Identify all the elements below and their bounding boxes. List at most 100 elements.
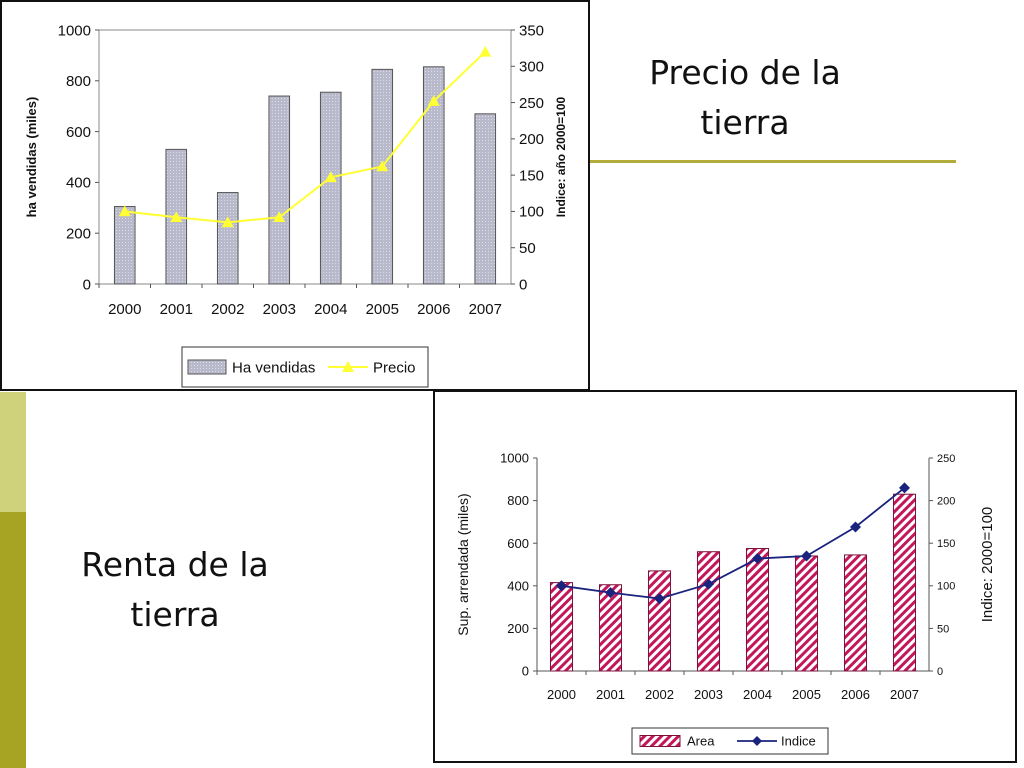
legend-marker xyxy=(342,361,354,372)
y2-tick-label: 350 xyxy=(519,22,544,39)
chart-precio-frame: 0 200 400 600 800 1000 0 50 100 150 200 250 300 350 20… xyxy=(0,0,590,391)
y2-axis-title: Indice: año 2000=100 xyxy=(554,96,568,217)
y-tick-label: 600 xyxy=(66,124,91,141)
x-tick-label: 2006 xyxy=(841,687,870,702)
bar xyxy=(268,95,291,285)
bar xyxy=(113,206,136,285)
line-marker xyxy=(221,216,234,228)
line-marker xyxy=(752,553,763,565)
x-tick-label: 2001 xyxy=(596,687,625,702)
series-line xyxy=(561,487,906,600)
line-marker xyxy=(801,550,812,562)
bar xyxy=(696,551,721,672)
chart-renta-frame: 0 200 400 600 800 1000 0 50 100 150 200 250 2000 2001… xyxy=(433,390,1017,763)
chart-renta-svg: 0 200 400 600 800 1000 0 50 100 150 200 250 2000 2001… xyxy=(455,451,996,755)
y-tick-label: 200 xyxy=(66,225,91,242)
y2-tick-label: 300 xyxy=(519,59,544,76)
line-marker xyxy=(850,521,861,533)
y2-tick-label: 250 xyxy=(937,453,955,465)
y2-tick-label: 250 xyxy=(519,95,544,112)
x-tick-label: 2003 xyxy=(694,687,723,702)
title-renta-de-la-tierra: Renta de la tierra xyxy=(40,540,310,640)
bar xyxy=(794,555,819,672)
line-marker xyxy=(376,160,389,172)
line-marker xyxy=(427,95,440,106)
plot-area xyxy=(98,29,512,285)
x-tick-label: 2002 xyxy=(645,687,674,702)
legend-swatch-bars xyxy=(639,735,681,747)
x-tick-label: 2003 xyxy=(263,301,296,318)
legend-label-line: Indice xyxy=(781,734,816,749)
decor-bar-light xyxy=(0,392,26,512)
bar xyxy=(647,570,672,672)
title-renta-line-2: tierra xyxy=(130,595,220,634)
y-tick-label: 800 xyxy=(66,73,91,90)
line-marker xyxy=(170,211,183,223)
title-renta-line-1: Renta de la xyxy=(81,545,269,584)
y-tick-label: 1000 xyxy=(58,22,91,39)
bar xyxy=(843,554,868,672)
legend-label-bars: Area xyxy=(687,734,715,749)
bar xyxy=(319,91,342,285)
decor-bar-dark xyxy=(0,512,26,768)
legend-marker xyxy=(752,736,762,746)
legend-label-bars: Ha vendidas xyxy=(232,359,315,376)
title-underline-rule xyxy=(587,160,956,163)
title-precio-line-2: tierra xyxy=(700,103,790,142)
line-marker xyxy=(273,211,286,223)
x-tick-label: 2007 xyxy=(469,301,502,318)
y2-tick-label: 0 xyxy=(937,666,943,678)
x-tick-label: 2000 xyxy=(547,687,576,702)
x-tick-label: 2005 xyxy=(366,301,399,318)
line-marker xyxy=(324,171,337,183)
bar xyxy=(549,582,574,672)
line-marker xyxy=(118,205,131,217)
y2-tick-label: 100 xyxy=(937,581,955,593)
y-tick-label: 400 xyxy=(507,578,529,593)
bar xyxy=(474,113,497,285)
x-tick-label: 2001 xyxy=(160,301,193,318)
bar xyxy=(892,493,917,672)
legend-swatch-bars xyxy=(187,359,227,375)
y-tick-label: 400 xyxy=(66,175,91,192)
y2-tick-label: 100 xyxy=(519,204,544,221)
y2-tick-label: 200 xyxy=(519,131,544,148)
y-tick-label: 1000 xyxy=(500,451,529,466)
y-axis-title: Sup. arrendada (miles) xyxy=(455,493,471,635)
x-tick-label: 2007 xyxy=(890,687,919,702)
line-marker xyxy=(556,580,567,592)
bar xyxy=(745,548,770,672)
title-precio-de-la-tierra: Precio de la tierra xyxy=(600,48,890,148)
line-marker xyxy=(654,593,665,605)
x-tick-label: 2004 xyxy=(743,687,772,702)
x-tick-label: 2004 xyxy=(314,301,347,318)
y-tick-label: 0 xyxy=(83,276,91,293)
line-marker xyxy=(605,587,616,599)
x-tick-label: 2005 xyxy=(792,687,821,702)
y2-tick-label: 0 xyxy=(519,276,527,293)
bar xyxy=(371,68,394,285)
x-tick-label: 2006 xyxy=(417,301,450,318)
y2-tick-label: 50 xyxy=(519,240,536,257)
y-tick-label: 800 xyxy=(507,493,529,508)
x-tick-label: 2002 xyxy=(211,301,244,318)
line-marker xyxy=(703,578,714,590)
y-axis-title: ha vendidas (miles) xyxy=(24,97,39,218)
line-marker xyxy=(899,482,910,494)
y-tick-label: 600 xyxy=(507,536,529,551)
title-precio-line-1: Precio de la xyxy=(649,53,841,92)
series-line xyxy=(124,51,486,224)
bar xyxy=(422,66,445,285)
bar xyxy=(598,584,623,672)
y2-tick-label: 150 xyxy=(519,167,544,184)
line-marker xyxy=(479,45,492,57)
x-tick-label: 2000 xyxy=(108,301,141,318)
y2-axis-title: Indice: 2000=100 xyxy=(979,507,996,623)
y-tick-label: 200 xyxy=(507,621,529,636)
bar xyxy=(216,192,239,285)
chart-precio-svg: 0 200 400 600 800 1000 0 50 100 150 200 250 300 350 20… xyxy=(24,22,568,388)
legend-label-line: Precio xyxy=(373,359,416,376)
y-tick-label: 0 xyxy=(522,664,529,679)
y2-tick-label: 200 xyxy=(937,495,955,507)
y2-tick-label: 50 xyxy=(937,623,949,635)
